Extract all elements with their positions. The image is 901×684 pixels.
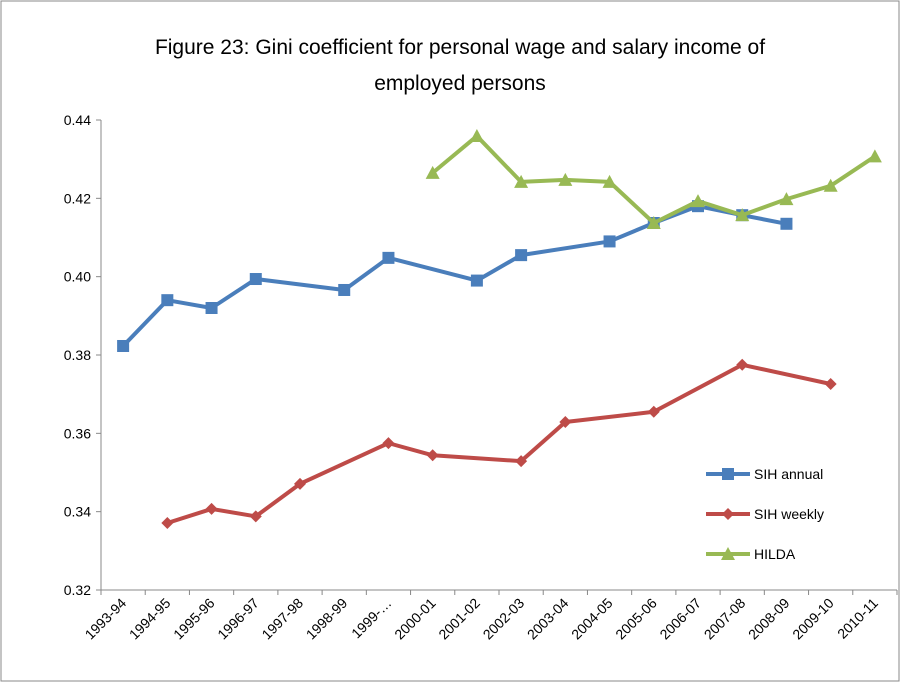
marker [515,455,528,468]
marker [867,149,882,163]
marker [823,178,838,192]
marker [735,208,750,222]
line-segment [521,177,566,184]
line-segment [475,253,523,283]
marker [824,377,837,390]
line-segment [121,298,169,348]
line-segment [343,256,390,292]
marker [691,194,705,208]
marker [294,477,306,490]
marker [722,508,734,520]
marker [161,517,174,530]
marker [514,174,529,188]
marker [602,174,617,188]
marker [647,405,660,418]
marker [559,415,572,428]
line-segment [608,180,656,225]
line-segment [652,363,744,414]
line-segment [166,298,212,310]
line-segment [475,134,523,184]
marker [205,302,218,314]
marker [426,449,439,462]
y-tick-label: 0.36 [64,425,91,441]
marker [558,172,573,186]
y-tick-label: 0.32 [64,582,91,598]
line-segment [652,199,699,225]
marker [780,217,793,230]
y-tick-label: 0.44 [64,112,91,128]
marker [249,273,262,286]
y-tick-label: 0.34 [64,504,91,520]
y-tick-label: 0.42 [64,190,91,206]
line-segment [741,197,788,218]
marker [721,547,735,560]
marker [382,251,395,264]
marker [161,294,174,307]
marker [470,274,483,287]
marker [249,510,262,523]
y-tick-label: 0.38 [64,347,91,363]
y-tick-label: 0.40 [64,269,91,285]
marker [382,437,395,450]
marker [603,235,616,248]
chart-title: Figure 23: Gini coefficient for personal… [154,36,766,95]
line-segment [211,506,257,519]
line-segment [166,507,213,525]
marker [779,192,794,206]
line-segment [608,221,655,244]
marker [646,216,661,230]
line-segment [829,154,876,188]
line-segment [255,277,345,292]
legend-label: HILDA [754,546,796,562]
line-segment [432,453,522,464]
marker [425,165,440,179]
line-segment [785,183,832,202]
line-segment [210,277,257,310]
marker [515,249,528,262]
line-segment [431,134,479,175]
line-segment [254,482,302,518]
line-segment [519,420,567,463]
marker [117,339,130,352]
line-segment [697,199,743,218]
marker [722,468,734,480]
line-segment [741,362,832,386]
legend-label: SIH weekly [754,506,824,522]
line-segment [387,255,478,283]
line-segment [520,239,610,258]
line-segment [387,441,434,458]
marker [338,283,351,296]
line-segment [299,441,390,486]
marker [205,502,218,515]
marker [469,129,484,143]
legend-label: SIH annual [754,466,823,482]
line-segment [565,409,655,424]
line-segment [741,213,787,226]
marker [736,358,749,371]
line-segment [565,177,610,184]
